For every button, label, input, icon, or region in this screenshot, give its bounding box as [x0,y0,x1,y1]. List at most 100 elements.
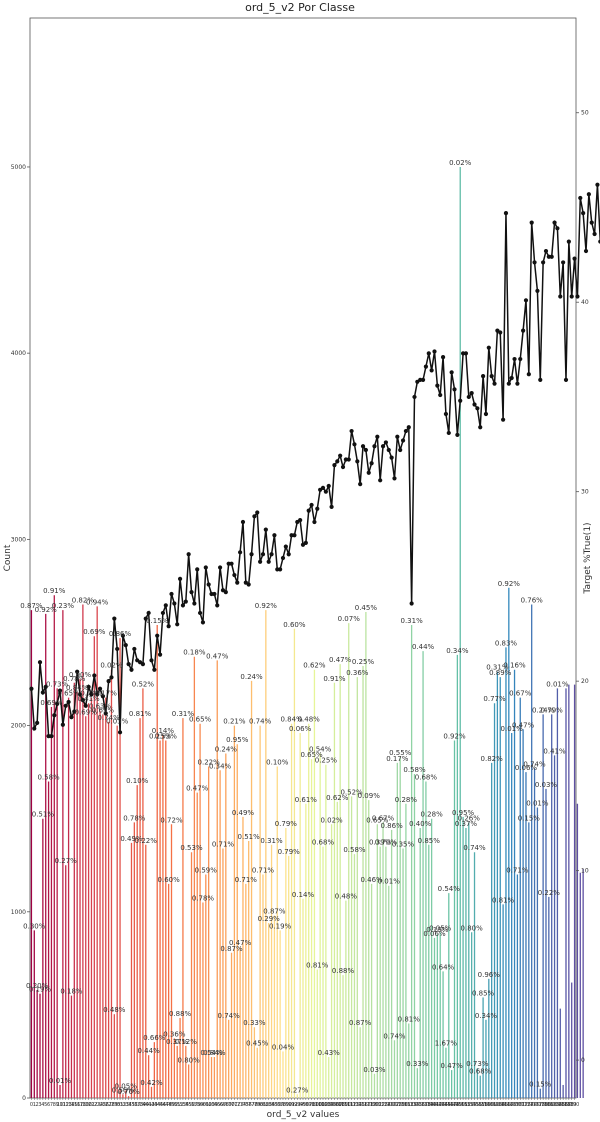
target-point [260,552,266,557]
target-point [195,567,200,572]
target-point [466,394,471,400]
x-tick-label: 9 [56,1102,59,1108]
x-tick-label: 170 [513,1102,523,1108]
percent-label: 0.65% [189,716,212,724]
x-tick-label: 188 [564,1102,574,1108]
percent-label: 0.69% [92,706,115,714]
target-point [163,603,168,608]
target-point [252,514,257,519]
target-point [561,260,566,265]
percent-label: 0.71% [252,867,275,875]
x-tick-label: 109 [338,1102,348,1108]
target-point [149,658,154,663]
percent-label: 0.45% [355,604,378,612]
target-point [86,684,91,689]
percent-label: 0.87% [263,908,286,916]
percent-label: 0.70% [117,1088,140,1096]
percent-label: 0.01% [501,725,524,733]
percent-label: 0.74% [249,718,272,726]
target-point [592,231,597,237]
x-tick-label: 71 [231,1102,237,1108]
x-tick-label: 3 [38,1102,41,1108]
percent-label: 0.48% [298,716,321,724]
percent-label: 0.73% [46,680,69,688]
x-tick-label: 16 [74,1102,80,1108]
target-point [435,383,440,388]
target-point [486,345,491,350]
x-tick-label: 87 [277,1102,283,1108]
x-tick-label: 125 [384,1102,394,1108]
x-tick-label: 159 [481,1102,491,1108]
x-tick-label: 44 [154,1102,160,1108]
bars-group [30,166,584,1098]
percent-label: 0.81% [398,1016,421,1024]
x-tick-label: 83 [266,1102,272,1108]
percent-label: 0.10% [266,759,289,767]
percent-label: 0.31% [260,837,283,845]
percent-label: 0.80% [178,1056,201,1064]
x-tick-label: 128 [393,1102,403,1108]
target-point [438,392,443,398]
percent-label: 0.60% [158,876,181,884]
x-tick-label: 184 [553,1102,563,1108]
percent-label: 0.62% [326,794,349,802]
target-point [92,673,97,678]
target-point [595,182,600,187]
target-point [492,381,497,386]
target-point [400,438,406,443]
x-tick-label: 143 [435,1102,445,1108]
y-tick-label: 5000 [11,164,26,171]
x-tick-label: 95 [300,1102,306,1108]
x-tick-label: 185 [556,1102,566,1108]
target-point [103,711,108,716]
y2-tick-label: 20 [581,678,589,685]
target-point [192,601,197,606]
percent-label: 0.34% [446,647,469,655]
percent-label: 0.92% [255,602,278,610]
y-tick-label: 2000 [11,723,26,730]
target-point [72,709,77,714]
percent-label: 0.62% [303,662,326,670]
percent-label: 0.25% [352,658,375,666]
target-point [303,540,308,545]
target-point [155,633,160,638]
target-point [306,508,311,513]
target-point [506,381,511,386]
target-point [526,372,531,377]
target-point [240,519,246,525]
x-tick-label: 122 [375,1102,385,1108]
x-tick-label: 41 [145,1102,151,1108]
x-tick-label: 103 [321,1102,331,1108]
percent-label: 0.01% [49,1077,72,1085]
x-tick-label: 60 [200,1102,206,1108]
target-point [112,616,117,621]
percent-label: 0.70% [375,839,398,847]
percent-label: 0.92% [35,606,58,614]
x-tick-label: 52 [177,1102,183,1108]
x-tick-label: 130 [398,1102,408,1108]
target-point [183,599,188,604]
target-point [480,374,486,379]
target-point [55,701,60,706]
x-tick-label: 46 [160,1102,166,1108]
target-point [589,220,594,225]
percent-label: 0.67% [509,690,532,698]
x-tick-label: 168 [507,1102,517,1108]
target-point [423,364,429,369]
x-tick-label: 10 [57,1102,63,1108]
percent-label: 0.33% [243,1019,266,1027]
target-point [329,504,334,509]
percent-label: 0.79% [541,706,564,714]
x-tick-label: 2 [36,1102,39,1108]
percent-label: 0.47% [329,656,352,664]
x-tick-label: 97 [306,1102,312,1108]
percent-label: 0.69% [83,628,106,636]
target-point [406,425,411,430]
percent-label: 0.74% [218,1012,241,1020]
x-tick-label: 152 [461,1102,471,1108]
target-point [206,582,211,587]
percent-label: 0.07% [338,615,361,623]
target-point [200,620,206,625]
target-point [532,260,537,265]
x-tick-label: 72 [234,1102,240,1108]
